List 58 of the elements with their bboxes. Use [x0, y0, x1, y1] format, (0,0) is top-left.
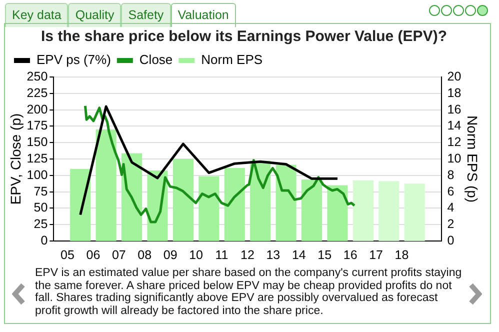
y-tick-label: 125 [26, 151, 48, 166]
bar [301, 180, 322, 241]
y-tick-label: 200 [26, 102, 48, 116]
y-tick-label: 175 [26, 118, 48, 133]
y2-axis-title: Norm EPS (p) [464, 115, 481, 203]
x-tick-label: 08 [138, 248, 152, 262]
x-tick-label: 13 [266, 248, 280, 262]
y-tick-label: 250 [26, 69, 48, 84]
y2-tick-label: 18 [447, 86, 462, 100]
text: Valuation [170, 3, 236, 27]
y-tick-label: 150 [26, 135, 48, 150]
y-tick-label: 50 [34, 200, 48, 215]
legend-label: Close [139, 52, 173, 68]
x-tick-label: 17 [369, 248, 384, 262]
legend-label: Norm EPS [201, 52, 263, 68]
bar [224, 168, 245, 241]
x-tick-label: 12 [240, 248, 254, 262]
y2-tick-label: 4 [447, 200, 454, 215]
y2-tick-label: 8 [447, 168, 454, 182]
bar [404, 184, 425, 241]
y-tick-label: 225 [26, 86, 48, 100]
y2-tick-label: 6 [447, 184, 454, 198]
y2-tick-label: 20 [447, 69, 462, 84]
x-tick-label: 14 [292, 248, 306, 262]
y2-tick-label: 14 [447, 118, 462, 133]
x-tick-label: 07 [112, 248, 126, 262]
bar [198, 176, 220, 241]
bar [378, 181, 400, 241]
x-tick-label: 06 [86, 248, 100, 262]
x-tick-label: 11 [215, 248, 228, 262]
y2-tick-label: 12 [447, 135, 462, 150]
x-tick-label: 09 [163, 248, 178, 262]
y-tick-label: 0 [40, 233, 48, 248]
bar [276, 164, 296, 241]
y-tick-label: 75 [34, 184, 48, 198]
text: EPV is an estimated value per share based on the company's current profits staying the same forever. A share priced below EPV may be cheap provided profits do not fall. Shares trading significantly above EPV are possibly overvalued as forecast profit growth will already be factored into the share price. [35, 267, 463, 317]
y2-tick-label: 2 [447, 217, 454, 232]
x-tick-label: 10 [189, 248, 204, 262]
legend-label: EPV ps (7%) [36, 52, 111, 68]
x-tick-label: 15 [318, 248, 332, 262]
y2-tick-label: 16 [447, 102, 462, 116]
y-axis-title: EPV, Close (p) [7, 113, 24, 205]
bar [96, 129, 116, 241]
x-tick-label: 18 [394, 248, 409, 262]
y2-tick-label: 0 [447, 233, 454, 248]
bar [327, 185, 348, 241]
text: Quality [68, 3, 122, 27]
x-tick-label: 16 [343, 248, 358, 262]
y2-tick-label: 10 [447, 151, 462, 166]
chart-title: Is the share price below its Earnings Power Value (EPV)? [41, 28, 447, 46]
bar [70, 168, 91, 241]
text: Safety [121, 3, 171, 27]
x-tick-label: 05 [60, 248, 74, 262]
text: Key data [5, 3, 68, 27]
y-tick-label: 25 [34, 217, 48, 232]
bar [352, 180, 374, 241]
bar [172, 159, 194, 241]
y-tick-label: 100 [26, 168, 48, 182]
